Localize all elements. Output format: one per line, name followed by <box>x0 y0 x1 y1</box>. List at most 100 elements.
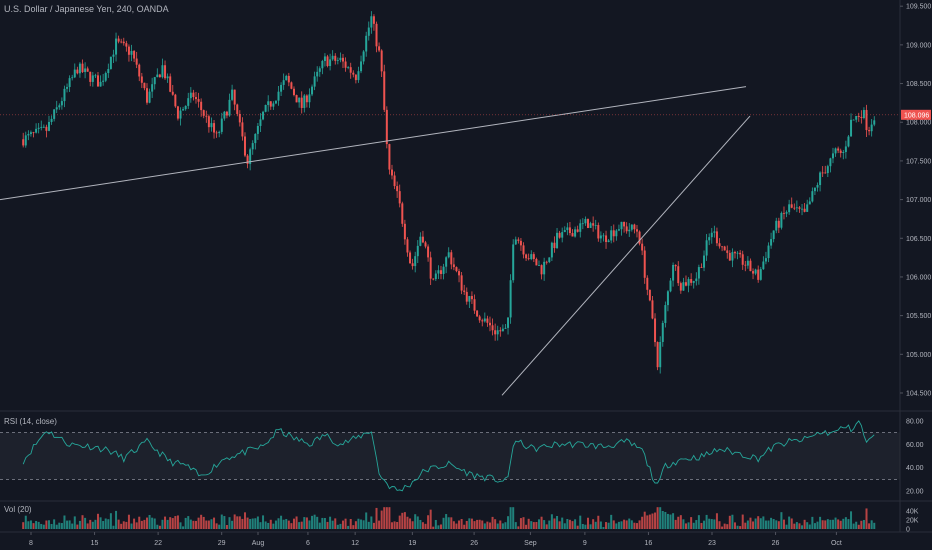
volume-bar <box>166 519 169 529</box>
volume-bar <box>427 515 430 529</box>
candle-body <box>120 41 123 43</box>
date-tick-label: 8 <box>29 540 33 547</box>
candle-body <box>669 280 672 292</box>
candle-body <box>648 289 651 301</box>
volume-bar <box>228 517 231 529</box>
candle-body <box>223 111 226 119</box>
candle-body <box>819 172 822 186</box>
volume-bar <box>697 515 700 529</box>
price-tick-label: 107.000 <box>906 197 931 204</box>
candle-body <box>494 330 497 335</box>
volume-bar <box>628 518 631 529</box>
candle-body <box>161 65 164 78</box>
volume-bar <box>71 523 74 529</box>
candle-body <box>151 84 154 92</box>
candle-body <box>586 219 589 228</box>
volume-bar <box>795 522 798 529</box>
volume-bar <box>318 522 321 529</box>
candle-body <box>661 322 664 342</box>
volume-bar <box>86 523 89 529</box>
candle-body <box>89 71 92 82</box>
volume-bar <box>424 523 427 529</box>
volume-bar <box>432 526 435 529</box>
candle-body <box>133 50 136 59</box>
volume-bar <box>331 520 334 529</box>
volume-bar <box>733 522 736 529</box>
volume-bar <box>187 516 190 529</box>
candle-body <box>532 254 535 259</box>
volume-bar <box>837 519 840 529</box>
candle-body <box>659 341 662 368</box>
candle-body <box>290 82 293 89</box>
volume-bar <box>687 522 690 529</box>
candle-body <box>664 305 667 323</box>
volume-bar <box>303 517 306 529</box>
volume-bar <box>721 526 724 529</box>
candle-body <box>447 252 450 258</box>
candle-body <box>788 204 791 213</box>
volume-bar <box>349 518 352 529</box>
volume-bar <box>576 525 579 529</box>
volume-bar <box>360 519 363 529</box>
volume-bar <box>357 518 360 529</box>
volume-bar <box>102 521 105 529</box>
volume-bar <box>862 519 865 529</box>
candle-body <box>666 291 669 306</box>
volume-bar <box>347 525 350 529</box>
candle-body <box>450 252 453 265</box>
volume-bar <box>393 521 396 529</box>
volume-bar <box>256 516 259 529</box>
candle-body <box>865 109 868 131</box>
volume-bar <box>277 518 280 529</box>
candle-body <box>442 266 445 274</box>
volume-bar <box>421 522 424 529</box>
volume-bar <box>713 519 716 529</box>
candle-body <box>218 131 221 134</box>
candle-body <box>620 221 623 230</box>
volume-bar <box>295 516 298 529</box>
volume-bar <box>463 524 466 529</box>
candle-body <box>194 97 197 100</box>
candle-body <box>303 95 306 108</box>
price-tick-label: 108.500 <box>906 81 931 88</box>
volume-bar <box>586 517 589 529</box>
chart-title: U.S. Dollar / Japanese Yen, 240, OANDA <box>4 4 169 14</box>
volume-bar <box>736 525 739 529</box>
volume-bar <box>122 521 125 529</box>
candle-body <box>96 75 99 87</box>
candle-body <box>365 35 368 52</box>
volume-bar <box>267 522 270 529</box>
candle-body <box>370 16 373 28</box>
volume-bar <box>651 513 654 529</box>
candle-body <box>236 104 239 114</box>
volume-bar <box>718 521 721 529</box>
volume-bar <box>63 515 66 529</box>
volume-bar <box>24 515 27 529</box>
volume-bar <box>695 520 698 529</box>
volume-bar <box>313 514 316 529</box>
candle-body <box>512 244 515 281</box>
volume-bar <box>692 522 695 529</box>
price-tick-label: 106.500 <box>906 236 931 243</box>
candle-body <box>300 97 303 108</box>
volume-bar <box>813 523 816 529</box>
candle-body <box>192 92 195 98</box>
candle-body <box>731 252 734 261</box>
candle-body <box>388 144 391 170</box>
candle-body <box>708 237 711 241</box>
date-tick-label: 26 <box>470 540 478 547</box>
date-tick-label: 9 <box>583 540 587 547</box>
volume-bar <box>491 516 494 529</box>
volume-bar <box>396 521 399 529</box>
volume-bar <box>409 518 412 529</box>
candle-body <box>695 278 698 282</box>
candle-body <box>537 265 540 266</box>
volume-bar <box>599 521 602 529</box>
volume-bar <box>494 519 497 529</box>
volume-bar <box>220 514 223 529</box>
date-tick-label: 12 <box>351 540 359 547</box>
volume-bar <box>84 517 87 529</box>
candle-body <box>27 134 30 136</box>
volume-bar <box>225 525 228 529</box>
